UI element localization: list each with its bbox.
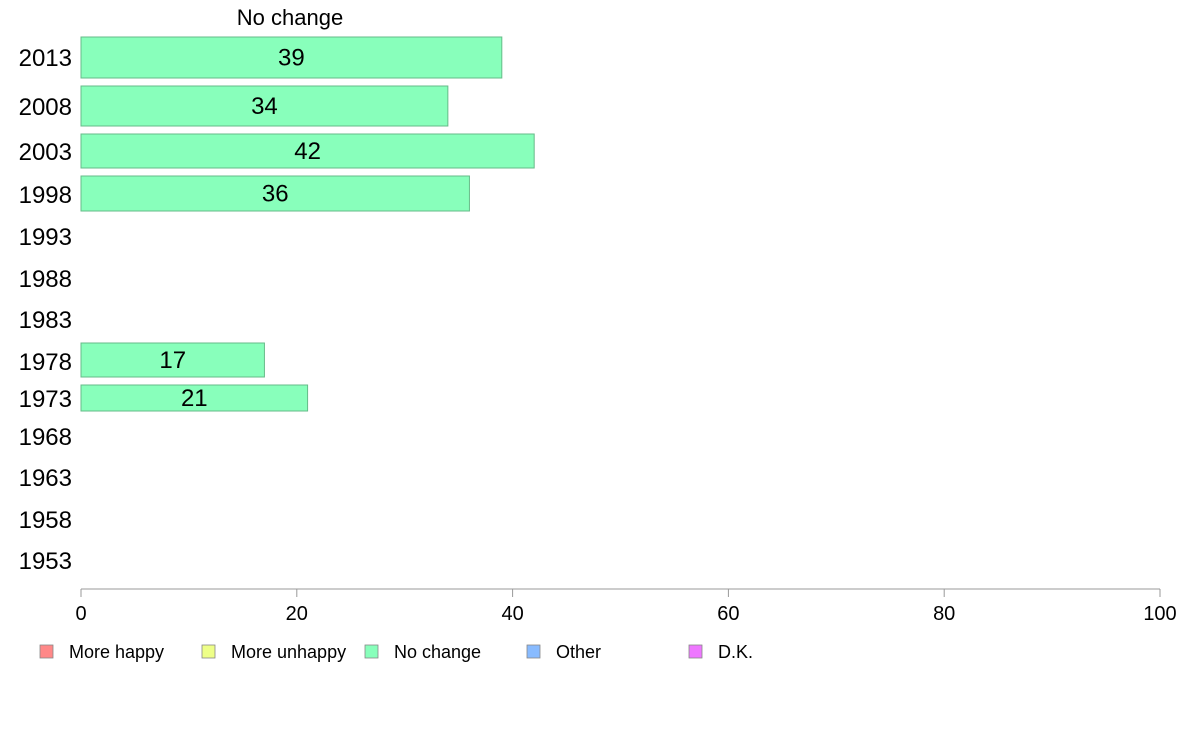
x-tick-label: 100 [1143, 603, 1176, 625]
category-label: 1963 [19, 465, 72, 492]
x-tick-label: 60 [717, 603, 739, 625]
legend-swatch [201, 644, 216, 659]
category-labels: 2013 2008 2003 1998 1993 1988 1983 1978 1973 1968… [19, 45, 72, 575]
value-label: 17 [159, 347, 186, 374]
value-label: 39 [278, 45, 305, 72]
value-label: 21 [181, 385, 208, 412]
bar-1998 [80, 175, 470, 212]
category-label: 1953 [19, 548, 72, 575]
bars [80, 36, 535, 412]
value-label: 34 [251, 93, 278, 120]
value-label: 36 [262, 181, 289, 208]
category-label: 1983 [19, 307, 72, 334]
legend-label: More happy [69, 642, 164, 662]
category-label: 1988 [19, 266, 72, 293]
category-label: 1973 [19, 386, 72, 413]
legend-label: More unhappy [231, 642, 346, 662]
legend-swatch [688, 644, 703, 659]
category-label: 2008 [19, 94, 72, 121]
bar-1978 [80, 342, 265, 378]
legend-swatch [364, 644, 379, 659]
category-label: 1998 [19, 182, 72, 209]
category-label: 1978 [19, 349, 72, 376]
legend-label: Other [556, 642, 601, 662]
category-label: 1958 [19, 507, 72, 534]
category-label: 1993 [19, 224, 72, 251]
bar-2013 [80, 36, 503, 79]
value-label: 42 [294, 138, 321, 165]
legend-swatch [526, 644, 541, 659]
x-axis-ticks: 0 20 40 60 80 100 [75, 589, 1177, 625]
x-tick-label: 40 [501, 603, 523, 625]
category-label: 2013 [19, 45, 72, 72]
x-tick-label: 20 [286, 603, 308, 625]
category-label: 2003 [19, 139, 72, 166]
chart-title: No change [237, 5, 343, 30]
bar-2008 [80, 85, 449, 127]
legend-label: No change [394, 642, 481, 662]
legend-swatch [39, 644, 54, 659]
bar-1973 [80, 384, 309, 412]
bar-2003 [80, 133, 535, 169]
category-label: 1968 [19, 424, 72, 451]
legend-label: D.K. [718, 642, 753, 662]
legend: More happy More unhappy No change Other D.K. [39, 642, 753, 662]
x-tick-label: 80 [933, 603, 955, 625]
x-tick-label: 0 [75, 603, 86, 625]
